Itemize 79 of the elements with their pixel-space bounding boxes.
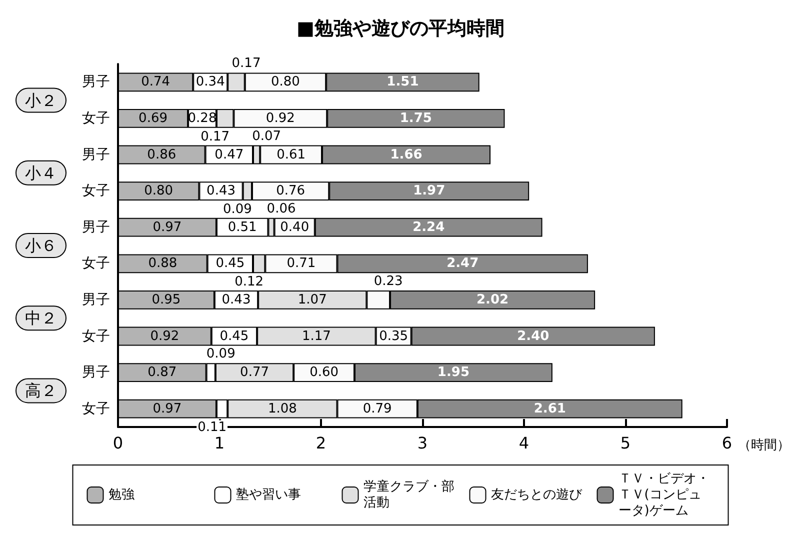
data-label: 0.97: [152, 401, 182, 416]
y-tick-label: 女子: [82, 183, 110, 200]
data-label: 0.45: [216, 256, 245, 272]
data-label: 0.76: [276, 184, 306, 199]
legend-label: 友だちとの遊び: [490, 488, 583, 502]
legend-label: 塾や習い事: [236, 488, 301, 502]
data-label: 0.86: [147, 147, 176, 162]
data-label: 0.43: [222, 292, 251, 308]
text: 中２: [25, 308, 57, 328]
y-tick-label: 女子: [82, 400, 110, 417]
data-label: 0.23: [374, 274, 403, 290]
y-tick-label: 女子: [82, 256, 110, 272]
data-label: 0.61: [276, 147, 306, 162]
data-label: 0.97: [152, 220, 182, 235]
y-tick-label: 男子: [82, 364, 110, 381]
data-label: 0.69: [138, 110, 168, 126]
legend-label: 学童クラブ・部活動: [363, 478, 454, 510]
data-label: 0.40: [280, 220, 310, 235]
x-tick-label: 2: [316, 434, 326, 452]
data-label: 0.17: [232, 56, 261, 72]
legend-label: 勉強: [108, 488, 134, 502]
data-label: 1.17: [302, 328, 331, 344]
data-label: 2.61: [534, 401, 566, 416]
data-label: 0.17: [200, 129, 230, 144]
x-tick-label: 0: [112, 434, 124, 452]
x-tick-label: 6: [722, 434, 732, 452]
data-label: 1.08: [268, 401, 297, 416]
legend-label: ＴＶ・ビデオ・ＴＶ(コンピュータ)ゲーム: [618, 472, 710, 518]
data-label: 1.75: [400, 110, 432, 126]
data-label: 0.09: [206, 346, 236, 362]
data-label: 0.51: [228, 220, 257, 235]
data-label: 0.07: [252, 128, 282, 144]
data-label: 0.45: [220, 328, 249, 344]
data-label: 0.95: [152, 292, 181, 308]
x-tick-label: 4: [518, 434, 530, 452]
y-tick-label: 男子: [82, 219, 110, 236]
data-label: 2.47: [446, 256, 479, 272]
x-axis-title: （時間）: [738, 438, 790, 453]
y-tick-label: 男子: [82, 146, 110, 163]
data-label: 0.92: [266, 110, 295, 126]
y-tick-label: 男子: [82, 292, 110, 308]
data-label: 0.71: [286, 256, 316, 272]
data-label: 0.80: [144, 184, 174, 199]
y-tick-label: 女子: [82, 328, 110, 344]
data-label: 0.79: [362, 401, 392, 416]
data-label: 0.88: [148, 256, 178, 272]
data-label: 2.24: [412, 220, 445, 235]
data-label: 0.47: [214, 147, 244, 162]
text: 小４: [25, 163, 57, 182]
data-label: 0.06: [266, 201, 296, 216]
data-label: 1.97: [413, 184, 446, 199]
data-label: 0.28: [188, 110, 217, 126]
data-label: 1.51: [386, 74, 419, 90]
data-label: 0.77: [240, 365, 269, 380]
y-tick-label: 男子: [82, 74, 110, 90]
x-tick-label: 3: [417, 434, 428, 452]
data-label: 0.34: [196, 74, 225, 90]
data-label: 0.74: [141, 74, 170, 90]
data-label: 0.12: [234, 274, 264, 290]
data-label: 0.80: [271, 74, 300, 90]
data-label: 1.66: [390, 147, 422, 162]
data-label: 0.43: [206, 184, 236, 199]
data-label: 2.40: [517, 328, 550, 344]
text: 小６: [25, 236, 57, 255]
text: 小２: [25, 90, 57, 110]
x-tick-label: 1: [214, 434, 225, 452]
data-label: 2.02: [476, 292, 509, 308]
data-label: 0.09: [222, 202, 252, 217]
data-label: 0.87: [148, 365, 177, 380]
y-tick-label: 女子: [82, 110, 110, 126]
data-label: 0.60: [310, 365, 339, 380]
data-label: 1.95: [437, 365, 470, 380]
data-label: 0.35: [379, 328, 408, 344]
data-label: 0.92: [150, 328, 180, 344]
data-label: 0.11: [198, 420, 227, 435]
text: 高２: [25, 381, 57, 400]
chart-title: ■勉強や遊びの平均時間: [296, 18, 504, 40]
x-tick-label: 5: [620, 434, 631, 452]
data-label: 1.07: [298, 292, 327, 308]
